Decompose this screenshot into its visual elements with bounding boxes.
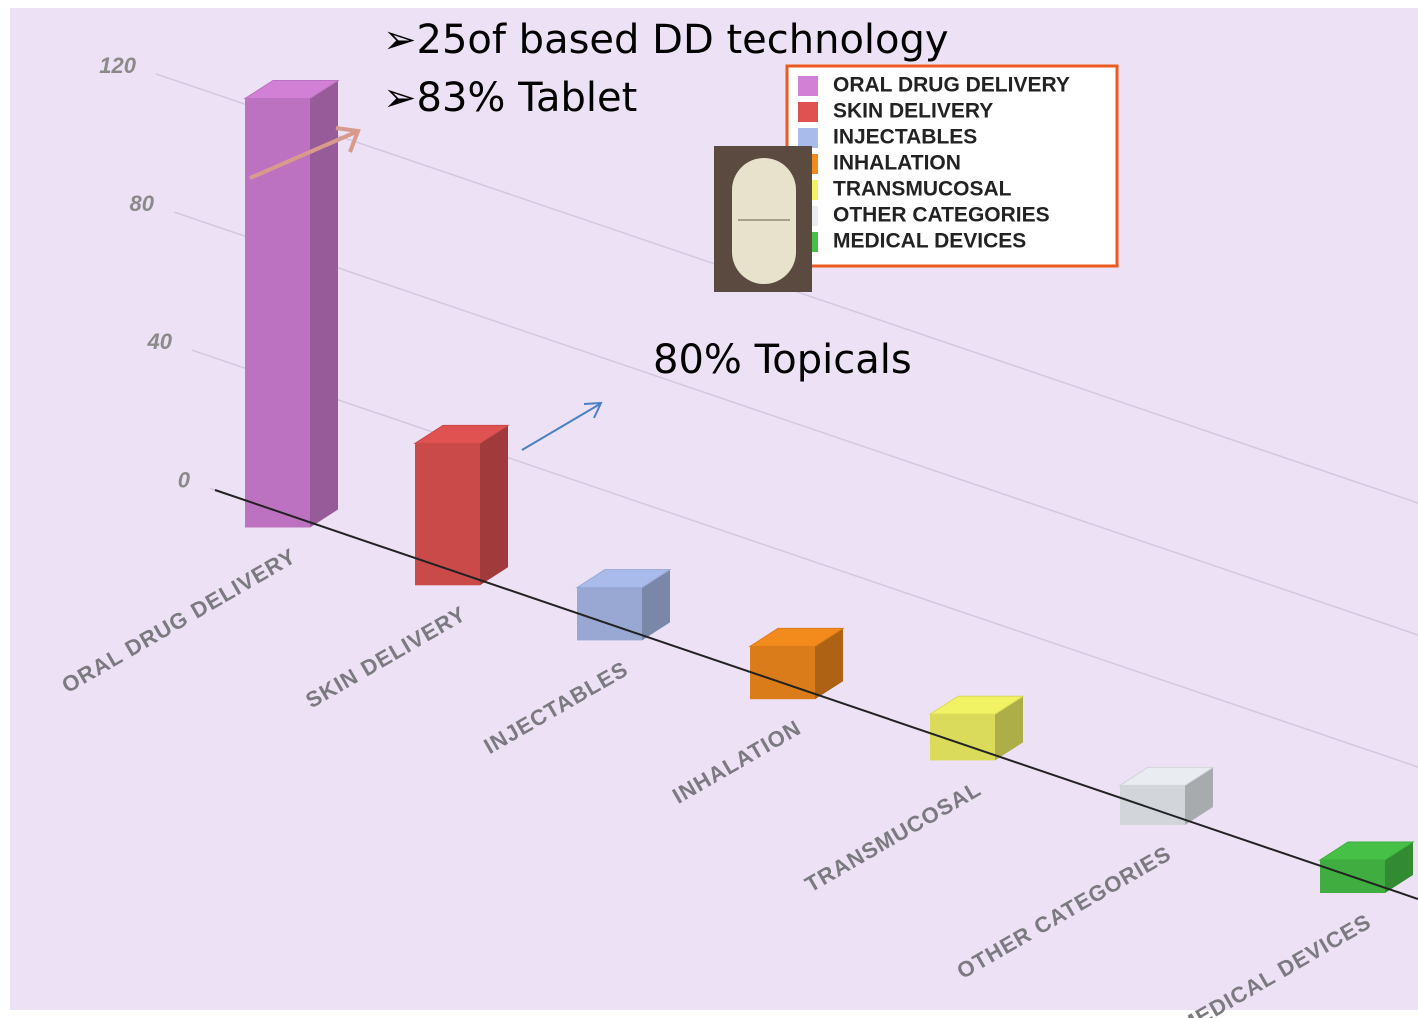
bar <box>928 695 1025 761</box>
bar-front <box>1120 785 1185 825</box>
arrow <box>521 403 601 451</box>
bar-side <box>1385 842 1413 893</box>
legend-label: OTHER CATEGORIES <box>833 204 1050 227</box>
bar-side <box>995 696 1023 761</box>
y-tick-label: 80 <box>130 191 155 216</box>
arrow-head <box>583 401 603 419</box>
grid-line <box>173 211 1418 636</box>
arrow <box>249 130 357 180</box>
bar-front <box>245 98 310 528</box>
legend-swatch <box>798 128 818 148</box>
bar-side <box>642 569 670 641</box>
legend-label: ORAL DRUG DELIVERY <box>833 74 1070 97</box>
legend-swatch <box>798 76 818 96</box>
grid-line <box>191 349 1418 768</box>
legend-box <box>785 64 1119 268</box>
legend-label: INHALATION <box>833 152 961 175</box>
annotation: ➢25of based DD technology <box>383 17 949 63</box>
arrow-head <box>335 126 361 153</box>
bar-side <box>480 425 508 586</box>
bar-side <box>310 80 338 528</box>
bar <box>1118 766 1215 825</box>
y-tick-label: 0 <box>178 467 191 492</box>
legend-label: INJECTABLES <box>833 126 977 149</box>
legend-label: TRANSMUCOSAL <box>833 178 1012 201</box>
x-axis-line <box>214 489 1418 900</box>
legend-swatch <box>798 102 818 122</box>
bar-side <box>815 628 843 700</box>
legend: ORAL DRUG DELIVERY SKIN DELIVERY INJECTABL… <box>785 64 1119 268</box>
y-tick-label: 40 <box>147 329 173 354</box>
bar-front <box>415 443 480 586</box>
pill-photo <box>714 146 812 292</box>
bar <box>413 424 510 586</box>
annotation: ➢83% Tablet <box>383 75 637 121</box>
y-tick-label: 120 <box>99 53 136 78</box>
legend-label: SKIN DELIVERY <box>833 100 993 123</box>
bar <box>243 80 340 528</box>
annotation: 80% Topicals <box>653 337 912 383</box>
bar-side <box>1185 767 1213 825</box>
legend-label: MEDICAL DEVICES <box>833 230 1026 253</box>
